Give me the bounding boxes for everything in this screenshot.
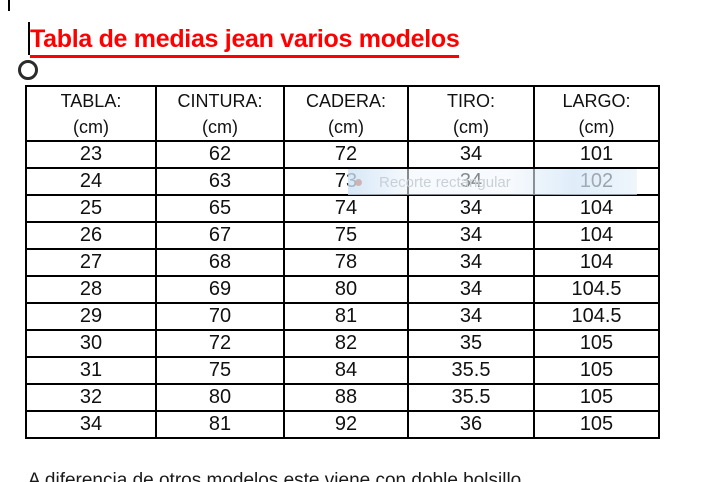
table-cell: 31 — [25, 356, 157, 385]
object-anchor-circle[interactable] — [18, 60, 38, 80]
table-cell: 28 — [25, 275, 157, 304]
table-cell: 35 — [407, 329, 535, 358]
snip-tooltip-label: Recorte rectangular — [379, 173, 511, 191]
table-cell: 24 — [25, 167, 157, 196]
table-cell: 25 — [25, 194, 157, 223]
page-title: Tabla de medias jean varios modelos — [30, 25, 460, 58]
table-cell: 105 — [533, 356, 660, 385]
table-cell: 32 — [25, 383, 157, 412]
table-cell: 104.5 — [533, 275, 660, 304]
table-cell: 26 — [25, 221, 157, 250]
column-header-cintura: CINTURA: (cm) — [155, 85, 285, 142]
table-cell: 34 — [407, 302, 535, 331]
table-cell: 104 — [533, 221, 660, 250]
table-cell: 88 — [283, 383, 409, 412]
column-unit: (cm) — [328, 116, 364, 137]
table-cell: 75 — [283, 221, 409, 250]
column-label: TABLA: — [60, 90, 122, 111]
table-cell: 101 — [533, 140, 660, 169]
table-cell: 81 — [283, 302, 409, 331]
table-cell: 84 — [283, 356, 409, 385]
table-cell: 72 — [283, 140, 409, 169]
table-cell: 72 — [155, 329, 285, 358]
table-row: 25 65 74 34 104 — [25, 194, 660, 223]
table-cell: 63 — [155, 167, 285, 196]
table-cell: 105 — [533, 329, 660, 358]
table-cell: 34 — [407, 221, 535, 250]
table-cell: 69 — [155, 275, 285, 304]
table-cell: 74 — [283, 194, 409, 223]
column-header-tiro: TIRO: (cm) — [407, 85, 535, 142]
table-cell: 35.5 — [407, 383, 535, 412]
table-header-row: TABLA: (cm) CINTURA: (cm) CADERA: (cm) T… — [25, 85, 660, 142]
table-cell: 34 — [407, 194, 535, 223]
table-cell: 80 — [283, 275, 409, 304]
column-header-largo: LARGO: (cm) — [533, 85, 660, 142]
table-cell: 34 — [407, 275, 535, 304]
table-cell: 27 — [25, 248, 157, 277]
table-body: 2362723410124637334102256574341042667753… — [25, 140, 660, 439]
table-cell: 105 — [533, 410, 660, 439]
table-cell: 68 — [155, 248, 285, 277]
page-edge-artifact — [8, 0, 10, 11]
column-header-tabla: TABLA: (cm) — [25, 85, 157, 142]
table-row: 31 75 84 35.5 105 — [25, 356, 660, 385]
table-cell: 70 — [155, 302, 285, 331]
table-row: 28 69 80 34 104.5 — [25, 275, 660, 304]
column-unit: (cm) — [578, 116, 615, 137]
table-cell: 65 — [155, 194, 285, 223]
column-unit: (cm) — [453, 116, 489, 137]
column-unit: (cm) — [73, 116, 109, 137]
table-row: 23 62 72 34 101 — [25, 140, 660, 169]
table-cell: 78 — [283, 248, 409, 277]
table-cell: 36 — [407, 410, 535, 439]
table-row: 32 80 88 35.5 105 — [25, 383, 660, 412]
table-cell: 105 — [533, 383, 660, 412]
table-cell: 35.5 — [407, 356, 535, 385]
column-label: CINTURA: — [177, 90, 263, 111]
table-cell: 104.5 — [533, 302, 660, 331]
text-cursor — [28, 22, 30, 55]
column-label: CADERA: — [305, 90, 386, 111]
table-cell: 23 — [25, 140, 157, 169]
table-cell: 104 — [533, 194, 660, 223]
table-cell: 80 — [155, 383, 285, 412]
table-row: 29 70 81 34 104.5 — [25, 302, 660, 331]
table-row: 26 67 75 34 104 — [25, 221, 660, 250]
table-cell: 67 — [155, 221, 285, 250]
table-cell: 62 — [155, 140, 285, 169]
table-cell: 92 — [283, 410, 409, 439]
table-cell: 30 — [25, 329, 157, 358]
table-cell: 75 — [155, 356, 285, 385]
column-header-cadera: CADERA: (cm) — [283, 85, 409, 142]
table-cell: 82 — [283, 329, 409, 358]
table-cell: 34 — [407, 140, 535, 169]
table-cell: 34 — [407, 248, 535, 277]
table-cell: 81 — [155, 410, 285, 439]
table-row: 34 81 92 36 105 — [25, 410, 660, 439]
table-row: 30 72 82 35 105 — [25, 329, 660, 358]
column-label: TIRO: — [447, 90, 495, 111]
table-cell: 34 — [25, 410, 157, 439]
snip-tooltip[interactable]: Recorte rectangular — [348, 169, 637, 195]
table-cell: 104 — [533, 248, 660, 277]
clipped-paragraph: A diferencia de otros modelos este viene… — [28, 470, 522, 482]
jean-sizes-table: TABLA: (cm) CINTURA: (cm) CADERA: (cm) T… — [25, 85, 660, 439]
snip-dot-icon — [355, 178, 362, 186]
column-unit: (cm) — [202, 116, 238, 137]
table-cell: 29 — [25, 302, 157, 331]
table-row: 27 68 78 34 104 — [25, 248, 660, 277]
column-label: LARGO: — [562, 90, 631, 111]
